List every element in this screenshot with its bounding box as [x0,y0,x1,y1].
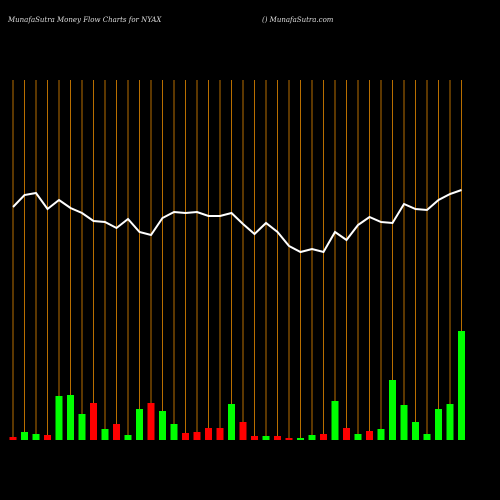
bar [21,432,28,440]
bar [9,437,17,440]
bar [90,403,97,440]
bar [78,414,86,440]
bar [205,428,212,440]
bar [193,432,201,440]
bar [274,436,281,440]
chart-subtitle: () MunafaSutra.com [262,16,334,24]
bar [400,405,408,440]
bar [412,422,419,440]
bar [147,403,155,440]
bar [389,380,396,440]
bar [320,434,327,440]
bar [354,434,362,440]
bar [331,401,339,440]
bar [67,395,74,440]
bar [32,434,40,440]
bar [170,424,178,440]
bar [446,404,454,440]
bar [366,431,373,440]
bar [308,435,316,440]
bar [228,404,235,440]
bar [251,436,258,440]
bar [55,396,63,440]
bar [297,438,304,440]
bar [101,429,109,440]
money-flow-line [12,189,462,254]
bar [159,411,166,440]
bar [216,428,224,440]
bar [239,422,247,440]
bar [113,424,120,440]
bar [262,436,270,440]
bar [458,331,465,440]
bar [343,428,350,440]
bar [423,434,431,440]
bar [44,435,51,440]
bar [435,409,442,440]
bar [182,433,189,440]
bar [377,429,385,440]
chart-title: MunafaSutra Money Flow Charts for NYAX [7,16,162,24]
bar [285,438,293,440]
bar [124,435,132,440]
bar [136,409,143,440]
